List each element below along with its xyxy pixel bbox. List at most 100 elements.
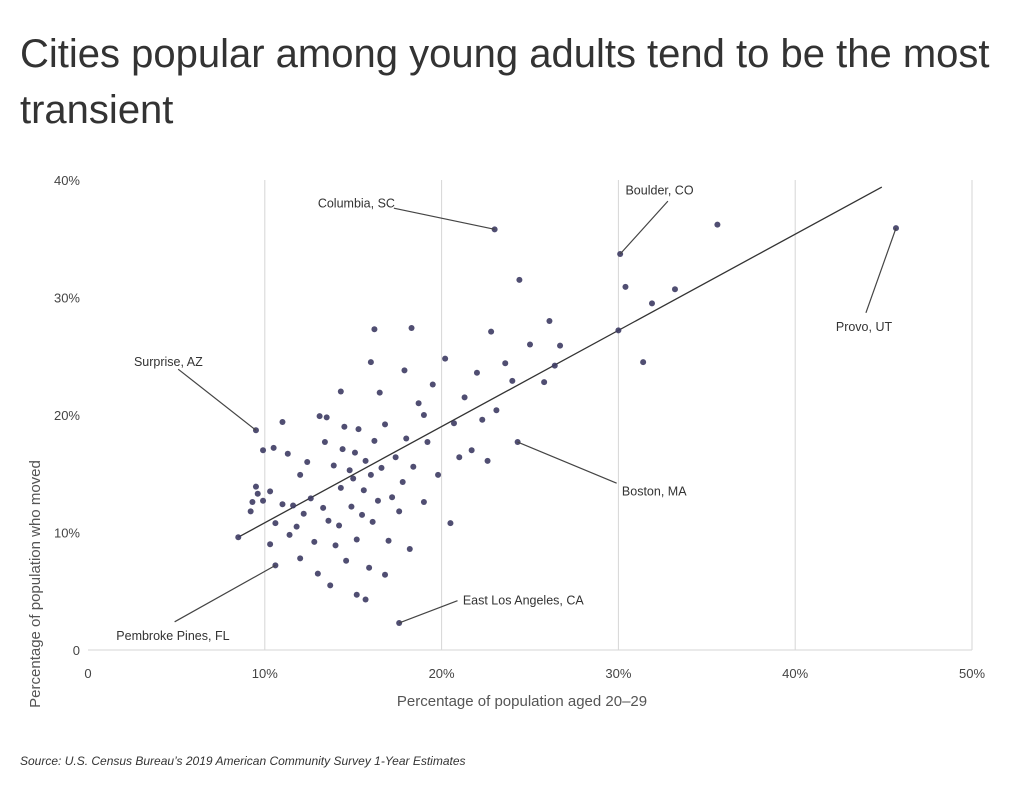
data-point bbox=[389, 494, 396, 501]
annotation-label: Boulder, CO bbox=[625, 184, 693, 198]
data-point bbox=[615, 327, 622, 334]
y-tick-label: 20% bbox=[54, 408, 80, 423]
data-point bbox=[272, 520, 279, 527]
data-point bbox=[316, 413, 323, 420]
annotation-leader-line bbox=[517, 441, 617, 484]
data-point bbox=[509, 377, 516, 384]
y-tick-label: 40% bbox=[54, 173, 80, 188]
data-point bbox=[378, 464, 385, 471]
annotation-leader-line bbox=[619, 200, 669, 255]
data-point bbox=[360, 487, 367, 494]
data-point bbox=[527, 341, 533, 348]
data-point bbox=[279, 501, 286, 508]
data-point bbox=[297, 555, 304, 562]
data-point bbox=[362, 596, 369, 603]
data-point bbox=[341, 423, 348, 430]
data-point bbox=[382, 571, 389, 578]
data-point bbox=[300, 510, 307, 517]
scatter-chart: 0 10% 20% 30% 40% 50% 0 10% 20% 30% 40% Columbia, … bbox=[27, 173, 985, 710]
x-axis-title: Percentage of population aged 20–29 bbox=[397, 693, 647, 710]
data-point bbox=[473, 369, 480, 376]
data-point bbox=[348, 503, 355, 510]
annotation-label: Surprise, AZ bbox=[134, 355, 203, 369]
data-point bbox=[235, 534, 242, 541]
data-point bbox=[557, 342, 564, 349]
data-point bbox=[307, 495, 314, 502]
data-point bbox=[267, 488, 274, 495]
data-point bbox=[382, 421, 389, 428]
data-point bbox=[327, 582, 334, 589]
data-point bbox=[249, 498, 256, 505]
annotation-leader-line bbox=[177, 368, 257, 431]
y-tick-label: 30% bbox=[54, 291, 80, 306]
data-point bbox=[435, 471, 442, 478]
data-point bbox=[399, 478, 406, 485]
chart-title: Cities popular among young adults tend t… bbox=[20, 32, 990, 132]
data-point bbox=[442, 355, 449, 362]
data-point bbox=[420, 498, 427, 505]
data-point bbox=[297, 471, 304, 478]
data-point bbox=[371, 437, 378, 444]
data-point bbox=[648, 300, 655, 307]
data-point bbox=[374, 497, 381, 504]
data-point bbox=[622, 283, 629, 290]
data-point bbox=[401, 367, 408, 374]
data-point bbox=[339, 446, 346, 453]
data-point bbox=[385, 537, 392, 544]
data-point bbox=[541, 379, 548, 386]
annotation-label: Columbia, SC bbox=[318, 197, 395, 211]
data-point bbox=[260, 447, 267, 454]
data-point bbox=[343, 557, 350, 564]
annotation-label: Pembroke Pines, FL bbox=[116, 629, 229, 643]
data-point bbox=[468, 447, 475, 454]
data-point bbox=[450, 420, 457, 427]
data-point bbox=[546, 318, 553, 324]
trend-line bbox=[237, 186, 883, 538]
annotation-leader-line bbox=[398, 600, 458, 624]
data-point bbox=[355, 426, 362, 433]
y-tick-label: 0 bbox=[73, 643, 80, 658]
data-point bbox=[323, 414, 330, 421]
data-point bbox=[290, 502, 297, 509]
data-point bbox=[330, 462, 337, 469]
data-point bbox=[286, 531, 293, 538]
data-point bbox=[516, 276, 523, 283]
data-point bbox=[337, 484, 344, 491]
data-point bbox=[311, 538, 318, 545]
data-point bbox=[267, 541, 274, 548]
data-point bbox=[336, 522, 343, 529]
annotation-leader-line bbox=[865, 227, 897, 313]
data-point bbox=[260, 497, 267, 504]
data-point bbox=[551, 362, 558, 369]
data-point bbox=[325, 517, 332, 524]
data-point bbox=[447, 520, 454, 527]
data-point bbox=[254, 490, 261, 497]
data-point bbox=[502, 360, 509, 367]
data-point bbox=[320, 504, 327, 511]
data-point bbox=[314, 570, 321, 577]
x-tick-label: 30% bbox=[605, 666, 631, 681]
data-point bbox=[420, 412, 427, 418]
y-axis-title: Percentage of population who moved bbox=[27, 460, 44, 708]
data-point bbox=[640, 359, 647, 366]
data-point bbox=[415, 400, 422, 407]
annotation-label: Provo, UT bbox=[836, 320, 893, 334]
x-tick-label: 40% bbox=[782, 666, 808, 681]
data-point bbox=[359, 511, 366, 518]
data-point bbox=[270, 444, 277, 451]
annotation-label: East Los Angeles, CA bbox=[463, 594, 585, 608]
annotations: Columbia, SC Boulder, CO Provo, UT Surprise… bbox=[116, 184, 897, 643]
data-point bbox=[491, 226, 498, 233]
data-point bbox=[429, 381, 436, 388]
data-point bbox=[346, 467, 353, 474]
data-point bbox=[353, 536, 360, 543]
data-point bbox=[350, 475, 357, 482]
data-point bbox=[410, 463, 417, 470]
data-point bbox=[408, 325, 415, 332]
data-point bbox=[461, 394, 468, 401]
data-point bbox=[484, 457, 491, 464]
data-point bbox=[252, 483, 259, 490]
axis-ticks: 0 10% 20% 30% 40% 50% 0 10% 20% 30% 40% bbox=[54, 173, 985, 681]
x-tick-label: 50% bbox=[959, 666, 985, 681]
data-point bbox=[488, 328, 495, 335]
